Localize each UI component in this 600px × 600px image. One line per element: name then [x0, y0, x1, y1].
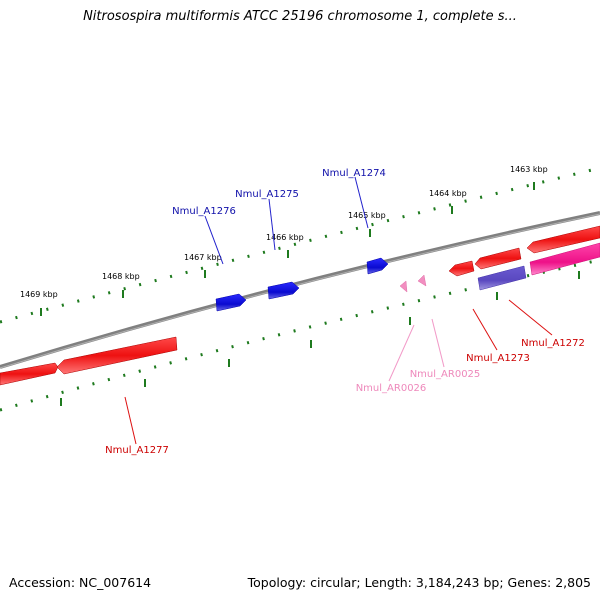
- scale-tick: [228, 359, 230, 367]
- scale-tick: [287, 250, 289, 258]
- lower-scale: [0, 258, 600, 412]
- gene-label[interactable]: Nmul_A1277: [105, 445, 169, 456]
- chromosome-backbone: [0, 211, 600, 369]
- leader-line: [268, 198, 276, 251]
- topology-summary: Topology: circular; Length: 3,184,243 bp…: [247, 575, 591, 590]
- scale-label: 1468 kbp: [102, 272, 140, 281]
- map-title: Nitrosospira multiformis ATCC 25196 chro…: [83, 9, 517, 24]
- scale-tick: [60, 398, 62, 406]
- scale-tick: [310, 340, 312, 348]
- scale-label: 1466 kbp: [266, 233, 304, 242]
- gene-Nmul_A1273-arrow[interactable]: [448, 247, 522, 277]
- gene-Nmul_A1276-arrow[interactable]: [215, 293, 247, 312]
- gene-Nmul_AR0025-arrow[interactable]: [417, 274, 427, 287]
- gene-label[interactable]: Nmul_A1274: [322, 168, 386, 179]
- gene-Nmul_A1277-arrow[interactable]: [0, 336, 178, 386]
- gene-label[interactable]: Nmul_A1273: [466, 353, 530, 364]
- scale-tick: [451, 206, 453, 214]
- gene-Nmul_AR0026-arrow[interactable]: [399, 280, 408, 293]
- upper-scale: [0, 166, 600, 324]
- leader-line: [388, 324, 415, 382]
- gene-label[interactable]: Nmul_A1272: [521, 338, 585, 349]
- scale-tick: [204, 270, 206, 278]
- scale-label: 1463 kbp: [510, 165, 548, 174]
- leader-line: [124, 396, 137, 445]
- scale-tick: [144, 379, 146, 387]
- scale-tick: [369, 229, 371, 237]
- leader-line: [204, 215, 224, 265]
- scale-tick: [533, 182, 535, 190]
- scale-label: 1465 kbp: [348, 211, 386, 220]
- accession-text: Accession: NC_007614: [9, 575, 152, 590]
- leader-line: [354, 176, 369, 229]
- gene-label[interactable]: Nmul_A1276: [172, 206, 236, 217]
- scale-tick: [122, 290, 124, 298]
- gene-Nmul_A1275-arrow[interactable]: [267, 281, 300, 300]
- leader-line: [472, 308, 498, 351]
- leader-line: [508, 299, 553, 336]
- scale-tick: [409, 317, 411, 325]
- gene-label[interactable]: Nmul_AR0026: [356, 383, 427, 394]
- gene-Nmul_A1274-arrow[interactable]: [366, 257, 389, 275]
- gene-Nmul_A1272-arrow[interactable]: [526, 225, 600, 254]
- scale-label: 1469 kbp: [20, 290, 58, 299]
- scale-label: 1464 kbp: [429, 189, 467, 198]
- leader-line: [431, 318, 445, 368]
- gene-Nmul_A1272-cds[interactable]: [529, 242, 600, 276]
- gene-label[interactable]: Nmul_A1275: [235, 189, 299, 200]
- scale-tick: [496, 292, 498, 300]
- scale-label: 1467 kbp: [184, 253, 222, 262]
- gene-label[interactable]: Nmul_AR0025: [410, 369, 481, 380]
- scale-tick: [40, 308, 42, 316]
- scale-tick: [578, 271, 580, 279]
- gene-Nmul_A1273-cds[interactable]: [477, 265, 527, 291]
